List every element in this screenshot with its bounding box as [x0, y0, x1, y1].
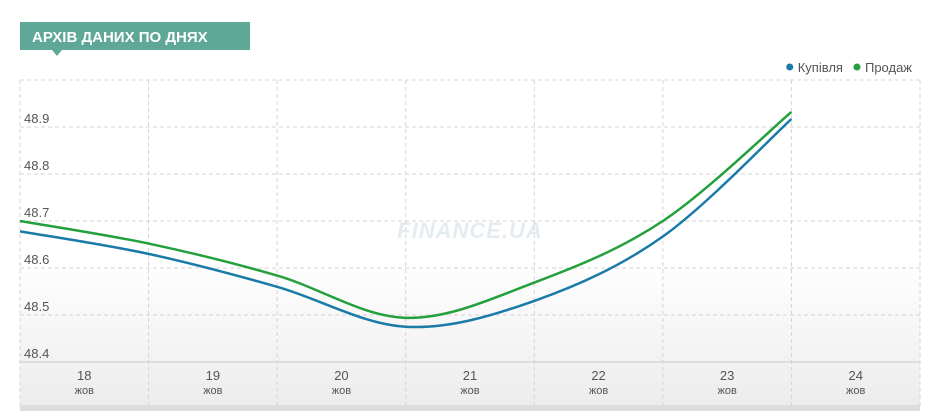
- x-month-label: жов: [846, 385, 865, 397]
- series-line: [19, 118, 793, 329]
- x-tick-label: 24: [848, 368, 862, 383]
- x-tick-label: 21: [463, 368, 477, 383]
- legend-label: Продаж: [865, 60, 912, 75]
- plot-shade: [20, 260, 920, 408]
- footer-bar: [20, 405, 920, 411]
- x-month-label: жов: [460, 385, 479, 397]
- y-tick-label: 48.7: [24, 205, 49, 220]
- x-tick-label: 22: [591, 368, 605, 383]
- x-month-label: жов: [332, 385, 351, 397]
- plot: 48.4 48.5 48.6 48.7 48.8 48.9 18 жов 19 жов 20 жов 2…: [19, 60, 921, 407]
- x-month-label: жов: [717, 385, 736, 397]
- title-badge: [20, 22, 250, 50]
- title-pointer: [52, 50, 62, 56]
- x-month-label: жов: [589, 385, 608, 397]
- chart-title: АРХІВ ДАНИХ ПО ДНЯХ: [32, 29, 208, 46]
- x-tick-label: 23: [720, 368, 734, 383]
- y-tick-label: 48.8: [24, 158, 49, 173]
- x-tick-label: 20: [334, 368, 348, 383]
- series-line: [19, 111, 793, 320]
- y-tick-label: 48.5: [24, 299, 49, 314]
- x-month-label: жов: [75, 385, 94, 397]
- y-tick-label: 48.9: [24, 111, 49, 126]
- x-tick-label: 19: [206, 368, 220, 383]
- legend-marker: [853, 63, 861, 71]
- y-tick-label: 48.4: [24, 346, 49, 361]
- legend-label: Купівля: [798, 60, 843, 75]
- watermark: FINANCE.UA: [397, 218, 543, 243]
- x-month-label: жов: [203, 385, 222, 397]
- y-tick-label: 48.6: [24, 252, 49, 267]
- x-tick-label: 18: [77, 368, 91, 383]
- legend-marker: [786, 63, 794, 71]
